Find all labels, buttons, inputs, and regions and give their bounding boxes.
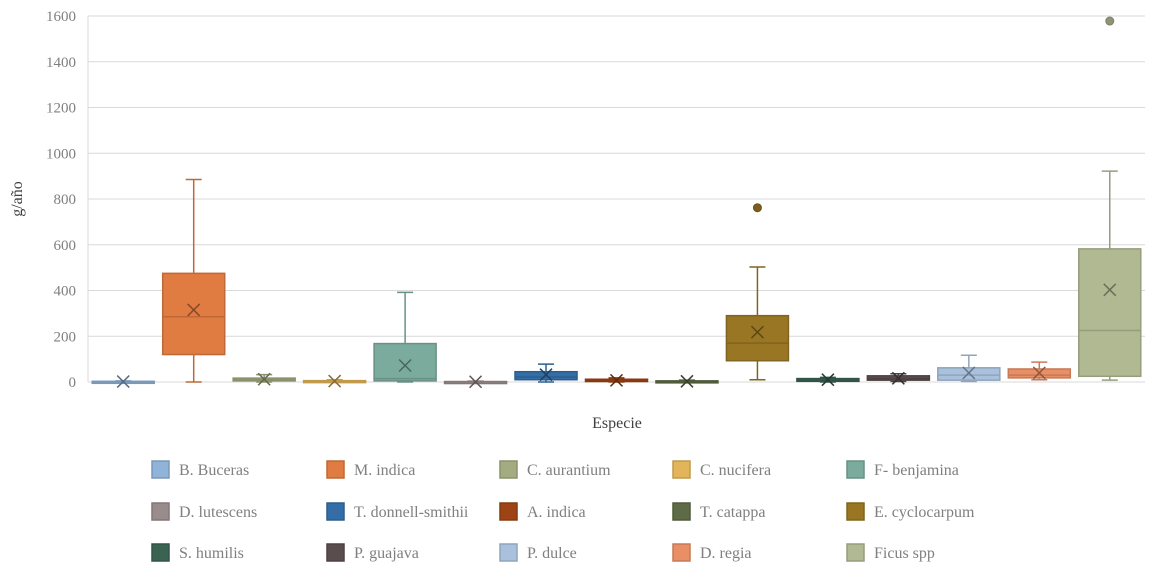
legend-swatch [672,502,691,521]
box-iqr [1078,248,1142,378]
legend-item: A. indica [499,502,586,521]
legend-label: D. regia [700,545,752,562]
legend-swatch [846,543,865,562]
mean-marker [1032,366,1046,380]
legend-label: A. indica [527,504,586,521]
box-a-indica [584,373,649,387]
y-axis-title: g/año [9,181,26,217]
box-m-indica [161,178,226,383]
box-iqr [725,314,790,362]
legend-label: C. nucifera [700,462,771,479]
y-tick-label: 1400 [46,55,76,71]
legend-item: M. indica [326,460,415,479]
legend-swatch [499,502,518,521]
mean-marker [609,373,624,387]
legend-item: T. donnell-smithii [326,502,469,521]
legend-item: S. humilis [151,543,244,562]
mean-marker [962,366,976,380]
x-axis-title: Especie [592,415,642,432]
box-t-donnell-smithii [514,363,578,383]
legend-swatch [672,543,691,562]
mean-marker [891,371,905,385]
legend-item: C. aurantium [499,460,611,479]
legend-item: Ficus spp [846,543,935,562]
mean-marker [187,303,201,317]
legend-swatch [326,502,345,521]
box-f-benjamina [373,291,437,383]
legend-label: F- benjamina [874,462,959,479]
legend-item: F- benjamina [846,460,959,479]
box-p-dulce [937,354,1001,383]
legend-swatch [499,543,518,562]
box-t-catappa [655,374,719,388]
mean-marker [257,372,271,386]
box-s-humilis [796,373,860,387]
outlier-point [752,203,762,213]
legend-swatch [326,460,345,479]
legend-swatch [151,502,170,521]
legend-label: B. Buceras [179,462,249,479]
legend-swatch [499,460,518,479]
mean-marker [539,368,553,382]
mean-marker [1103,283,1117,297]
legend-label: P. guajava [354,545,419,562]
legend-item: C. nucifera [672,460,771,479]
legend-label: C. aurantium [527,462,611,479]
box-c-nucifera [302,374,367,388]
mean-marker [116,375,130,389]
mean-marker [680,374,694,388]
box-iqr [161,272,226,356]
legend-swatch [672,460,691,479]
legend-item: E. cyclocarpum [846,502,975,521]
legend-item: P. dulce [499,543,577,562]
box-p-guajava [866,371,931,385]
legend-item: T. catappa [672,502,765,521]
gridlines [87,15,1145,383]
y-tick-label: 1000 [46,146,76,162]
legend-swatch [326,543,345,562]
legend-swatch [846,502,865,521]
legend-label: E. cyclocarpum [874,504,975,521]
box-b-buceras [91,375,155,389]
legend-label: P. dulce [527,545,577,562]
box-d-lutescens [443,375,508,389]
legend-item: D. regia [672,543,752,562]
mean-marker [750,325,764,339]
legend: B. Buceras M. indica C. aurantium C. nucife… [151,460,975,562]
legend-label: Ficus spp [874,545,935,562]
mean-marker [328,374,342,388]
mean-marker [821,373,835,387]
legend-label: T. donnell-smithii [354,504,469,521]
mean-marker [398,358,412,373]
box-iqr [937,367,1001,381]
y-tick-label: 1200 [46,101,76,117]
box-series [91,16,1142,389]
y-tick-label: 600 [54,238,77,254]
y-tick-label: 1600 [46,9,76,25]
y-tick-label: 0 [69,375,77,391]
box-d-regia [1007,361,1072,381]
box-c-aurantium [232,372,296,386]
y-axis-ticks: 0 200 400 600 800 1000 1200 1400 1600 [46,9,76,391]
legend-label: D. lutescens [179,504,257,521]
box-iqr [373,342,437,382]
mean-marker [469,375,483,389]
box-e-cyclocarpum [725,203,790,381]
legend-label: M. indica [354,462,415,479]
legend-item: P. guajava [326,543,419,562]
legend-label: T. catappa [700,504,765,521]
legend-label: S. humilis [179,545,244,562]
y-tick-label: 800 [54,192,77,208]
box-ficus-spp [1078,16,1142,381]
y-tick-label: 200 [54,329,77,345]
legend-item: B. Buceras [151,460,249,479]
legend-swatch [151,460,170,479]
outlier-point [1105,16,1115,26]
legend-swatch [151,543,170,562]
y-tick-label: 400 [54,284,77,300]
legend-item: D. lutescens [151,502,257,521]
legend-swatch [846,460,865,479]
